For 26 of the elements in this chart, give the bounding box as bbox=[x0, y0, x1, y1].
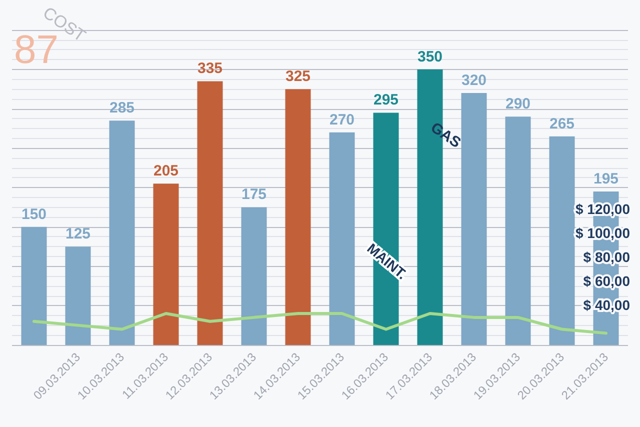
annotation: GAS bbox=[427, 119, 464, 152]
bar bbox=[241, 207, 267, 345]
data-label: 265 bbox=[549, 115, 575, 132]
data-label: 325 bbox=[285, 68, 311, 86]
data-label: 205 bbox=[153, 162, 179, 180]
bar bbox=[329, 132, 355, 345]
data-label: 195 bbox=[593, 170, 619, 188]
bar bbox=[285, 89, 311, 345]
data-label: 175 bbox=[241, 186, 267, 204]
data-label: 295 bbox=[373, 92, 399, 109]
bar bbox=[153, 184, 179, 345]
bar bbox=[197, 81, 223, 345]
data-label: 335 bbox=[197, 60, 223, 78]
bar bbox=[505, 116, 531, 345]
data-label: 270 bbox=[329, 111, 355, 128]
bar bbox=[65, 246, 91, 345]
data-label: 285 bbox=[109, 100, 135, 117]
bar bbox=[461, 93, 487, 345]
bar bbox=[21, 226, 47, 345]
data-label: 150 bbox=[21, 206, 47, 223]
bar bbox=[109, 120, 135, 345]
data-label: 320 bbox=[461, 72, 487, 89]
data-label: 350 bbox=[417, 48, 443, 66]
data-label: 125 bbox=[65, 226, 91, 243]
bar bbox=[549, 136, 575, 345]
data-label: 290 bbox=[505, 96, 531, 113]
